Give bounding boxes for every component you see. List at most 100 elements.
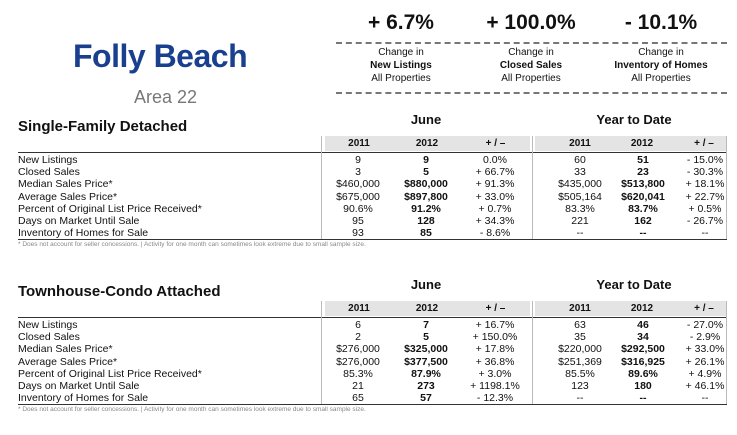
col-2012: 2012	[415, 303, 439, 314]
row-label: Average Sales Price*	[18, 190, 118, 203]
cell-y12: 23	[637, 166, 649, 179]
june-header: June	[410, 112, 442, 127]
table-rule-top	[18, 152, 727, 153]
cell-jc: + 3.0%	[478, 367, 512, 380]
table-row: Average Sales Price* $276,000 $377,500 + 36…	[18, 356, 727, 368]
cell-j11: 21	[352, 380, 364, 392]
cell-j12: 5	[423, 331, 429, 344]
cell-y11: 123	[571, 380, 589, 392]
table-row: Days on Market Until Sale 95 128 + 34.3% 221…	[18, 215, 727, 227]
cell-y12: --	[639, 392, 647, 405]
kpi-line1: Change in	[508, 47, 554, 58]
cell-jc: + 16.7%	[475, 319, 515, 331]
cell-j11: $276,000	[336, 343, 380, 356]
kpi-line1: Change in	[378, 47, 424, 58]
cell-j12: $880,000	[404, 178, 448, 191]
kpi-line3: All Properties	[631, 73, 691, 84]
cell-j12: 273	[417, 380, 435, 392]
cell-y11: $220,000	[558, 343, 602, 356]
cell-y11: 85.5%	[565, 367, 595, 380]
col-separator	[726, 136, 727, 239]
cell-j12: 7	[423, 319, 429, 331]
cell-y12: $316,925	[621, 355, 665, 368]
row-label: Closed Sales	[18, 331, 80, 344]
stats-section: Single-Family Detached June Year to Date 2…	[18, 108, 727, 268]
col-2011: 2011	[348, 303, 370, 314]
cell-jc: + 66.7%	[475, 166, 515, 179]
col-change: + / –	[485, 138, 506, 149]
cell-yc: + 46.1%	[685, 380, 725, 392]
cell-jc: + 0.7%	[478, 202, 512, 215]
table-row: Closed Sales 3 5 + 66.7% 33 23 - 30.3%	[18, 166, 727, 178]
kpi-value: + 100.0%	[486, 11, 576, 34]
col-2012: 2012	[415, 138, 439, 149]
row-label: Average Sales Price*	[18, 355, 118, 368]
cell-j11: 2	[355, 331, 361, 344]
cell-y11: 35	[574, 331, 586, 344]
cell-j11: $675,000	[336, 190, 380, 203]
section-title: Single-Family Detached	[18, 118, 188, 135]
cell-y12: 162	[634, 215, 652, 227]
cell-y11: 221	[571, 215, 589, 227]
cell-y11: --	[576, 392, 584, 405]
cell-j11: 85.3%	[343, 367, 373, 380]
cell-yc: + 0.5%	[688, 202, 722, 215]
kpi-line3: All Properties	[501, 73, 561, 84]
row-label: New Listings	[18, 319, 78, 331]
table-row: New Listings 6 7 + 16.7% 63 46 - 27.0%	[18, 319, 727, 331]
kpi-line2: Inventory of Homes	[614, 60, 708, 71]
col-2011: 2011	[569, 303, 591, 314]
col-separator	[532, 136, 533, 239]
col-change: + / –	[485, 303, 506, 314]
cell-yc: --	[701, 227, 709, 240]
cell-y12: 34	[637, 331, 649, 344]
cell-yc: --	[701, 392, 709, 405]
kpi-summary: + 6.7% Change in New Listings All Proper…	[336, 8, 727, 96]
cell-jc: - 12.3%	[476, 392, 514, 405]
table-row: Percent of Original List Price Received*…	[18, 203, 727, 215]
cell-j12: $897,800	[404, 190, 448, 203]
cell-jc: + 34.3%	[475, 215, 515, 227]
cell-y11: 63	[574, 319, 586, 331]
june-column-header: 2011 2012 + / –	[325, 301, 530, 316]
cell-y11: $435,000	[558, 178, 602, 191]
cell-y12: --	[639, 227, 647, 240]
table-rule-bottom	[18, 404, 727, 405]
cell-yc: + 26.1%	[685, 355, 725, 368]
kpi-line2: Closed Sales	[499, 60, 563, 71]
cell-y11: $505,164	[558, 190, 602, 203]
cell-j11: 3	[355, 166, 361, 179]
cell-j12: 91.2%	[411, 202, 441, 215]
cell-y11: 33	[574, 166, 586, 179]
col-change: + / –	[694, 138, 714, 149]
page-title: Folly Beach	[73, 38, 248, 74]
table-row: Inventory of Homes for Sale 93 85 - 8.6% -- -…	[18, 227, 727, 239]
cell-y12: $292,500	[621, 343, 665, 356]
table-row: Average Sales Price* $675,000 $897,800 + 33…	[18, 191, 727, 203]
stats-section: Townhouse-Condo Attached June Year to Date…	[18, 273, 727, 433]
cell-y12: $513,800	[621, 178, 665, 191]
cell-jc: + 36.8%	[475, 355, 515, 368]
col-2012: 2012	[630, 303, 654, 314]
table-row: Days on Market Until Sale 21 273 + 1198.1% 1…	[18, 380, 727, 392]
cell-j12: 9	[423, 154, 429, 166]
june-header: June	[410, 277, 442, 292]
cell-j12: 128	[417, 215, 435, 227]
col-2011: 2011	[569, 138, 591, 149]
cell-yc: + 33.0%	[685, 343, 725, 356]
section-title: Townhouse-Condo Attached	[18, 283, 221, 300]
cell-jc: - 8.6%	[479, 227, 511, 240]
cell-y12: $620,041	[621, 190, 665, 203]
cell-j11: 95	[352, 215, 364, 227]
kpi-divider-bottom	[336, 92, 727, 94]
table-row: Inventory of Homes for Sale 65 57 - 12.3% --…	[18, 392, 727, 404]
cell-j12: 57	[420, 392, 432, 405]
cell-y12: 180	[634, 380, 652, 392]
cell-jc: 0.0%	[483, 154, 507, 166]
cell-j11: 6	[355, 319, 361, 331]
table-row: Percent of Original List Price Received*…	[18, 368, 727, 380]
row-label: New Listings	[18, 154, 78, 166]
kpi-value: - 10.1%	[624, 11, 698, 34]
cell-j11: 65	[352, 392, 364, 405]
cell-yc: + 22.7%	[685, 190, 725, 203]
